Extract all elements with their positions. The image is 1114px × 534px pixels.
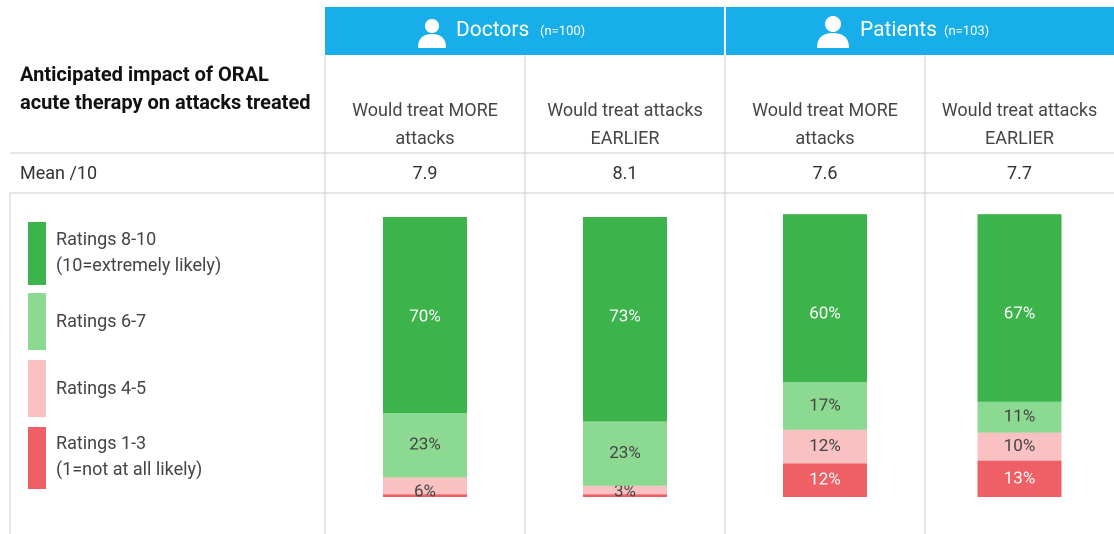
value-label: 12% [809,470,841,490]
legend-swatch [28,293,46,350]
value-label: 12% [809,436,841,456]
bar-segment [783,214,867,383]
legend-label: Ratings 6-7 [56,310,147,332]
column-header: Would treat attacks EARLIER [547,100,703,149]
value-label: 23% [409,435,441,455]
group-n: (n=100) [540,24,586,39]
column-header: Would treat MORE attacks [752,100,898,149]
legend-swatch [28,360,46,417]
mean-value: 7.9 [412,163,438,184]
row-header: Anticipated impact of ORAL acute therapy… [20,62,311,114]
bar-segment [583,217,667,422]
group-name: Doctors [456,18,530,42]
value-label: 23% [609,443,641,463]
bar-segment [583,485,667,495]
bar-segment [783,382,867,430]
value-label: 3% [614,482,636,502]
patient-icon [817,16,849,48]
legend-label: Ratings 4-5 [56,377,147,399]
value-label: 13% [1004,468,1036,488]
value-label: 11% [1004,407,1036,427]
header-band [726,7,1114,55]
value-label: 17% [809,395,841,415]
group-n: (n=103) [944,24,990,39]
value-label: 6% [414,482,436,502]
mean-value: 8.1 [612,163,638,184]
bar-segment [383,413,467,478]
legend-label: Ratings 1-3 [56,433,147,454]
value-label: 60% [809,304,841,324]
legend-swatch [28,427,46,489]
bar-segment [783,463,867,497]
bar-segment [977,432,1062,461]
bar-segment [383,494,467,497]
legend-swatch [28,222,46,285]
bar-segment [977,460,1062,497]
mean-value: 7.6 [812,163,838,184]
column-header: Would treat MORE attacks [352,100,498,149]
bar-segment [583,494,667,497]
legend-label: Ratings 8-10 [56,228,157,250]
bar-segment [383,217,467,413]
value-label: 67% [1004,304,1036,324]
value-label: 70% [409,306,441,326]
bar-segment [383,477,467,495]
table-lines [9,55,1114,534]
bar-segment [583,421,667,486]
legend-note: (10=extremely likely) [56,254,222,276]
legend-note: (1=not at all likely) [56,459,203,480]
bar-segment [977,214,1062,402]
header-band [325,7,724,55]
value-label: 73% [609,306,641,326]
bar-segment [783,429,867,464]
doctor-icon [418,19,446,48]
mean-value: 7.7 [1007,163,1032,184]
bar-segment [977,401,1062,433]
mean-label: Mean /10 [20,163,98,184]
group-name: Patients [860,18,937,42]
value-label: 10% [1004,436,1036,456]
column-header: Would treat attacks EARLIER [941,100,1098,149]
